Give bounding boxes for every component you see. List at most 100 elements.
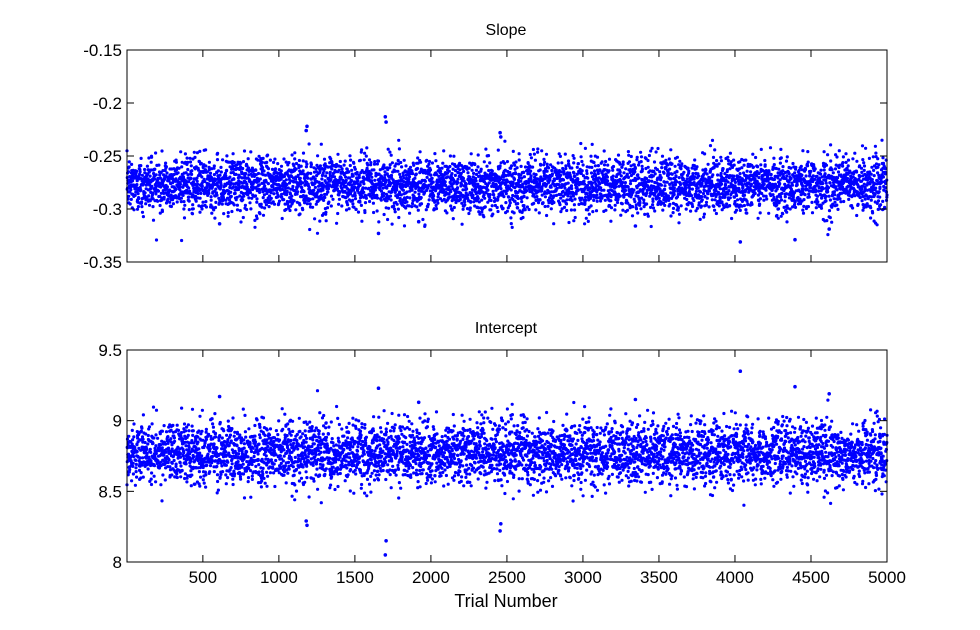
data-point — [719, 155, 723, 159]
data-point — [355, 170, 359, 175]
data-point — [178, 182, 182, 186]
data-point — [810, 211, 815, 215]
data-point — [706, 162, 710, 166]
data-point — [756, 165, 760, 169]
data-point — [511, 149, 515, 153]
data-point — [398, 190, 402, 194]
data-point — [216, 151, 220, 155]
data-point — [616, 153, 621, 157]
data-point — [646, 158, 650, 163]
data-point — [692, 199, 696, 203]
data-point — [419, 160, 423, 164]
data-point — [689, 209, 693, 213]
data-point — [275, 191, 279, 195]
data-point — [656, 146, 660, 151]
data-point — [742, 203, 747, 208]
data-point — [671, 206, 676, 210]
data-point — [827, 209, 832, 213]
data-point — [241, 191, 245, 196]
data-point — [572, 171, 576, 175]
data-point — [502, 195, 506, 199]
data-point — [301, 169, 305, 173]
data-point — [732, 158, 736, 162]
data-point — [583, 146, 588, 150]
data-point — [802, 198, 806, 202]
data-point — [204, 148, 208, 152]
data-point — [503, 139, 507, 143]
data-point — [212, 164, 216, 168]
data-point — [254, 214, 259, 218]
data-point — [661, 208, 665, 212]
data-point — [719, 171, 723, 176]
data-point — [423, 179, 427, 183]
data-point — [375, 193, 379, 197]
data-point — [218, 200, 222, 204]
data-point — [603, 198, 607, 202]
data-point — [565, 198, 569, 202]
data-point — [706, 192, 710, 196]
data-point — [164, 161, 168, 165]
data-point — [572, 203, 577, 207]
data-point — [261, 190, 265, 194]
data-point — [877, 190, 881, 194]
data-point — [580, 169, 584, 173]
data-point — [676, 206, 681, 210]
data-point — [486, 188, 490, 192]
data-point — [498, 164, 502, 168]
data-point — [482, 160, 486, 164]
data-point — [277, 199, 282, 203]
data-point — [589, 154, 593, 158]
data-point — [516, 202, 520, 206]
data-point — [696, 186, 700, 190]
data-point — [180, 165, 184, 169]
data-point — [188, 189, 192, 193]
data-point — [633, 200, 637, 204]
data-point — [257, 179, 261, 183]
data-point — [772, 156, 776, 160]
data-point — [331, 197, 335, 201]
data-point — [449, 189, 453, 194]
data-point — [473, 162, 477, 167]
data-point — [305, 162, 309, 166]
data-point — [146, 172, 150, 176]
data-point — [307, 185, 311, 190]
data-point — [294, 167, 298, 171]
data-point — [793, 171, 797, 175]
data-point — [605, 175, 610, 179]
data-point — [402, 158, 406, 162]
data-point — [700, 195, 704, 199]
data-point — [860, 199, 864, 203]
data-point — [687, 169, 691, 173]
data-point — [654, 150, 658, 154]
data-point — [153, 177, 157, 181]
data-point — [684, 186, 688, 190]
data-point — [504, 201, 508, 205]
data-point — [573, 215, 577, 220]
data-point — [225, 154, 229, 158]
data-point — [545, 213, 549, 218]
data-point — [402, 180, 406, 184]
data-point — [579, 141, 583, 146]
data-point — [569, 208, 574, 212]
data-point — [875, 223, 879, 227]
data-point — [343, 159, 347, 163]
data-point — [307, 142, 311, 146]
data-point — [779, 195, 783, 199]
data-point — [415, 205, 419, 209]
data-point — [807, 195, 811, 199]
data-point — [303, 199, 307, 203]
data-point — [215, 193, 219, 197]
data-point — [327, 200, 331, 204]
data-point — [386, 217, 390, 222]
data-point — [636, 211, 640, 215]
data-point — [762, 182, 766, 186]
data-point — [621, 208, 625, 212]
data-point — [330, 167, 334, 171]
data-point — [130, 162, 134, 166]
data-point — [806, 205, 811, 209]
data-point — [876, 199, 881, 203]
data-point — [140, 173, 144, 177]
data-point — [728, 196, 732, 200]
data-point — [653, 172, 657, 176]
data-point — [209, 198, 213, 202]
